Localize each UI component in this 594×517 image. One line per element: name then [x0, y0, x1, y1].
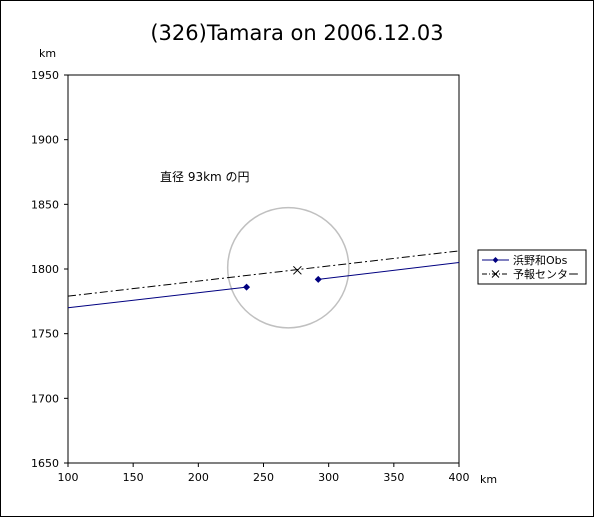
x-tick-label: 250	[253, 471, 274, 484]
x-tick-label: 300	[318, 471, 339, 484]
x-axis-unit: km	[480, 473, 497, 486]
legend-diamond-marker	[492, 257, 499, 263]
legend-label-1: 浜野和Obs	[513, 254, 568, 267]
plot-marks	[67, 206, 460, 329]
chart-title: (326)Tamara on 2006.12.03	[150, 21, 443, 45]
y-tick-label: 1850	[31, 198, 59, 211]
legend-box	[477, 249, 587, 285]
x-tick-label: 150	[123, 471, 144, 484]
y-tick-label: 1700	[31, 392, 59, 405]
series-1-diamond-marker	[314, 275, 322, 283]
legend-label-2: 予報センター	[513, 268, 579, 281]
series-1-line	[318, 262, 460, 280]
y-axis-unit: km	[39, 47, 56, 60]
series-2-x-marker	[293, 265, 302, 275]
series-2-line	[67, 250, 460, 297]
y-tick-label: 1750	[31, 328, 59, 341]
diameter-circle	[226, 206, 350, 329]
plot-area	[67, 74, 460, 464]
x-tick-label: 350	[383, 471, 404, 484]
x-tick-label: 100	[58, 471, 79, 484]
y-tick-label: 1950	[31, 69, 59, 82]
series-1-diamond-marker	[243, 283, 251, 291]
circle-annotation: 直径 93km の円	[160, 170, 250, 184]
x-tick-label: 200	[188, 471, 209, 484]
series-1-line	[67, 286, 247, 309]
legend-x-marker	[491, 270, 500, 278]
y-axis-ticks: 1650 1700 1750 1800 1850 1900 1950	[31, 69, 68, 470]
y-tick-label: 1650	[31, 457, 59, 470]
x-tick-label: 400	[449, 471, 470, 484]
x-axis-ticks: 100 150 200 250 300 350 400	[58, 463, 470, 484]
y-tick-label: 1900	[31, 134, 59, 147]
y-tick-label: 1800	[31, 263, 59, 276]
